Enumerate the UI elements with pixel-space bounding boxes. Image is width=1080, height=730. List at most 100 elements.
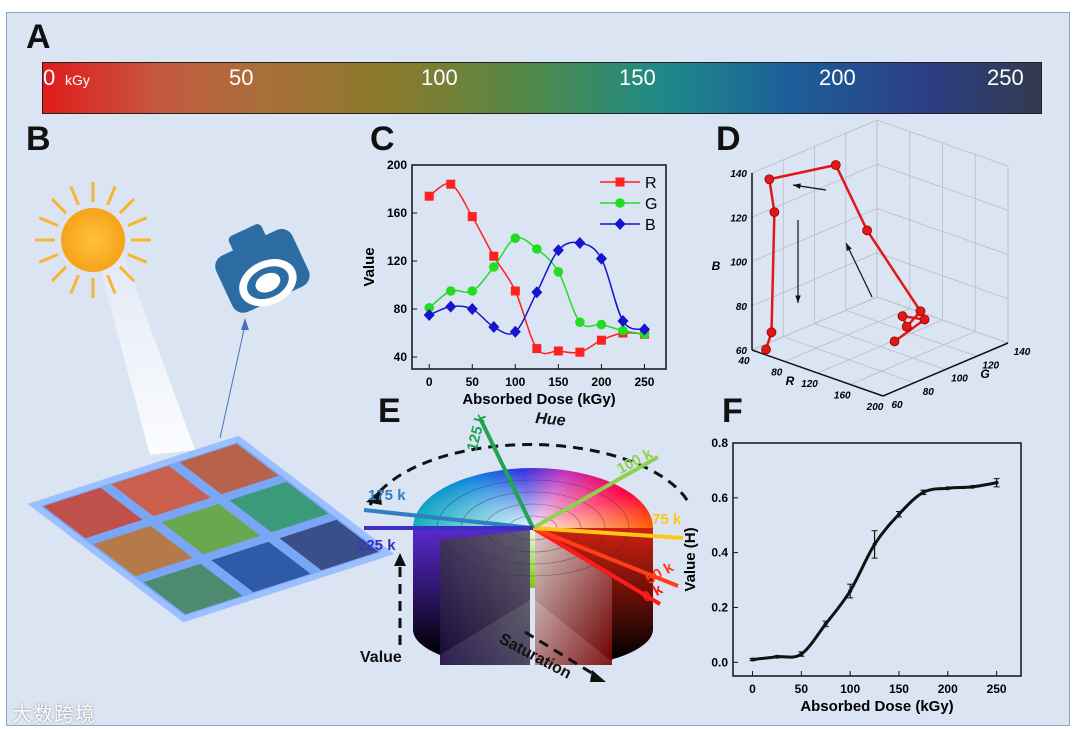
x-axis-label: Absorbed Dose (kGy) [800,698,953,715]
data-point-circle [510,233,521,243]
sun-ray [50,197,68,215]
color-tile [161,503,261,555]
data-point-square [446,179,456,189]
colorbar-tick: 0 [43,65,56,90]
x-axis-label: R [786,374,795,388]
grid-line [845,309,977,357]
data-point [823,621,828,626]
data-point-diamond [488,321,500,333]
x-tick-label: 0 [426,375,433,389]
cut-face-left [440,530,530,665]
chart-d-rgb-3d-trajectory: 60 80 100 120 140 40 80 120 160 200 60 80 100 120 140 B… [712,119,1031,413]
fit-line [752,481,997,662]
dose-line [532,455,659,530]
cut-face-right [535,530,612,665]
y-tick-label: 60 [891,400,903,411]
sun-ray [106,274,117,295]
data-point-circle [532,244,542,254]
arrow-head [241,318,249,330]
x-tick-label: 80 [771,368,783,379]
z-tick-label: 100 [730,258,747,269]
colorbar-tick: 150 [619,65,656,90]
sun-ray [69,185,80,206]
data-point [799,652,804,657]
grid-line [817,319,943,374]
colorbar-tick: 100 [421,65,458,90]
sun-ray [38,216,59,227]
y-tick-label: 0.8 [711,436,728,450]
data-point-square [489,251,499,261]
y-tick-label: 40 [394,350,408,364]
data-point-diamond [466,303,478,315]
grid-line [751,296,1009,351]
x-tick-label: 250 [634,375,654,389]
x-tick-label: 200 [591,375,611,389]
data-point [919,314,930,325]
arrow-head [846,243,852,251]
grid-line [876,296,1009,344]
z-axis-label: B [712,259,721,273]
color-tile [279,519,379,571]
y-axis [882,342,1009,397]
data-point-diamond [552,244,564,257]
data-point-diamond [638,323,650,336]
color-tile [43,487,143,539]
x-tick-label: 100 [840,682,860,696]
sun-ray [127,216,148,227]
x-tick-label: 150 [548,375,568,389]
plot-frame [411,164,667,370]
y-tick-label: 200 [387,158,407,172]
color-tile [229,481,329,533]
data-point [862,225,873,236]
hue-label: Hue [535,410,567,430]
data-point-circle [488,262,499,272]
dose-line-label: 225 k [358,537,396,554]
plot-frame [732,442,1022,677]
data-point [970,484,975,489]
z-tick-label: 140 [730,169,747,180]
x-tick-label: 150 [889,682,909,696]
data-point-circle [618,325,628,336]
data-point [901,321,912,332]
camera-lens-inner [255,272,281,293]
x-tick-label: 250 [987,682,1007,696]
y-axis-label: Value (H) [682,527,699,591]
data-point-square [424,191,434,201]
dose-line [531,526,662,606]
data-point-circle [615,198,625,208]
data-point [830,160,841,170]
data-point [764,174,775,185]
x-tick-label: 50 [466,375,480,389]
data-point-square [467,212,477,222]
z-tick-label: 120 [730,213,747,224]
x-axis [751,349,884,397]
data-point [774,654,779,659]
data-point [994,480,999,485]
sun-ray [127,253,148,264]
x-tick-label: 50 [795,682,809,696]
panel-label-b: B [26,120,51,158]
grid-line [850,331,976,385]
data-point-circle [445,286,456,296]
z-tick-label: 80 [736,302,748,313]
arrow-head [795,295,801,303]
y-tick-label: 0.4 [711,546,728,560]
sun-icon [61,208,125,272]
data-point [915,306,926,317]
colorbar-unit: kGy [65,72,90,88]
data-point-circle [424,303,435,313]
data-point-diamond [509,325,521,338]
camera-icon [215,224,310,313]
data-point [761,344,771,355]
trajectory-line [764,163,928,350]
data-point [897,311,908,322]
saturation-arrow [524,630,596,677]
color-tile [143,563,243,615]
dose-line [478,417,535,529]
reflection-arrow [219,324,246,439]
arrow-head [793,183,801,189]
sun-ray [118,265,136,283]
y-tick-label: 0.2 [711,600,728,614]
colorbar-tick: 50 [229,65,254,90]
